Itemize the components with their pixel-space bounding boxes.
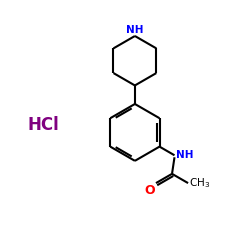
Text: NH: NH xyxy=(176,150,193,160)
Text: O: O xyxy=(144,184,155,197)
Text: HCl: HCl xyxy=(28,116,59,134)
Text: CH$_3$: CH$_3$ xyxy=(189,176,210,190)
Text: NH: NH xyxy=(126,25,144,35)
